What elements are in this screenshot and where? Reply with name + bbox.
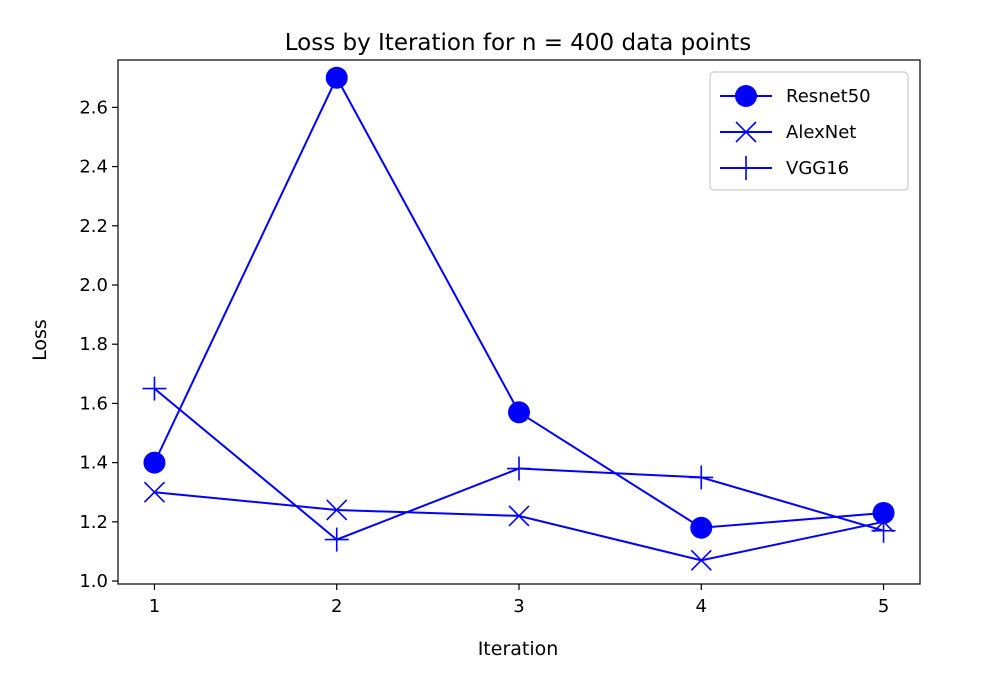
- legend-box: [709, 71, 909, 191]
- data-point-vgg16: [507, 456, 531, 481]
- y-tick-label: 2.6: [79, 97, 108, 118]
- marker-stroke: [326, 499, 348, 521]
- y-tick-label: 1.4: [79, 453, 108, 474]
- x-tick-label: 3: [513, 596, 524, 617]
- data-point-vgg16: [871, 518, 896, 543]
- data-point-resnet50: [690, 516, 713, 539]
- legend-marker-vgg16: [734, 156, 758, 180]
- data-point-resnet50: [872, 501, 895, 524]
- y-tick-label: 2.4: [79, 157, 108, 178]
- marker-stroke: [735, 121, 757, 143]
- y-tick-label: 2.2: [79, 216, 108, 237]
- legend-label-resnet50: Resnet50: [786, 86, 871, 107]
- data-point-resnet50: [325, 66, 348, 89]
- y-tick-label: 2.0: [79, 275, 108, 296]
- marker-stroke: [690, 549, 712, 571]
- data-point-alexnet: [690, 549, 712, 571]
- marker-stroke: [143, 481, 166, 503]
- x-tick-label: 4: [696, 596, 707, 617]
- x-tick-label: 1: [149, 596, 160, 617]
- data-point-resnet50: [508, 401, 530, 424]
- data-point-alexnet: [508, 505, 530, 527]
- plot-area: 1 2 3 4 5 1.0 1.2 1.4 1.6 1.8 2.0 2.2 2.4 2.6: [79, 59, 921, 617]
- legend-marker-alexnet: [735, 121, 757, 143]
- data-point-alexnet: [326, 499, 348, 521]
- y-tick-label: 1.6: [79, 393, 108, 414]
- data-point-vgg16: [324, 527, 349, 552]
- chart-title: Loss by Iteration for n = 400 data point…: [285, 30, 752, 56]
- y-tick-label: 1.2: [79, 512, 108, 533]
- y-axis-label: Loss: [29, 319, 51, 361]
- x-tick-label: 2: [331, 596, 342, 617]
- legend-label-alexnet: AlexNet: [786, 122, 856, 143]
- x-tick-label: 5: [878, 596, 889, 617]
- data-point-vgg16: [689, 465, 714, 490]
- data-point-alexnet: [143, 481, 166, 503]
- data-point-resnet50: [143, 451, 166, 474]
- y-tick-label: 1.8: [79, 334, 108, 355]
- legend-marker-resnet50: [735, 85, 757, 107]
- legend: Resnet50 AlexNet VGG16: [709, 71, 909, 191]
- x-axis-label: Iteration: [478, 638, 559, 660]
- y-tick-label: 1.0: [79, 571, 108, 592]
- legend-label-vgg16: VGG16: [786, 158, 849, 179]
- data-point-vgg16: [142, 376, 167, 401]
- marker-stroke: [508, 505, 530, 527]
